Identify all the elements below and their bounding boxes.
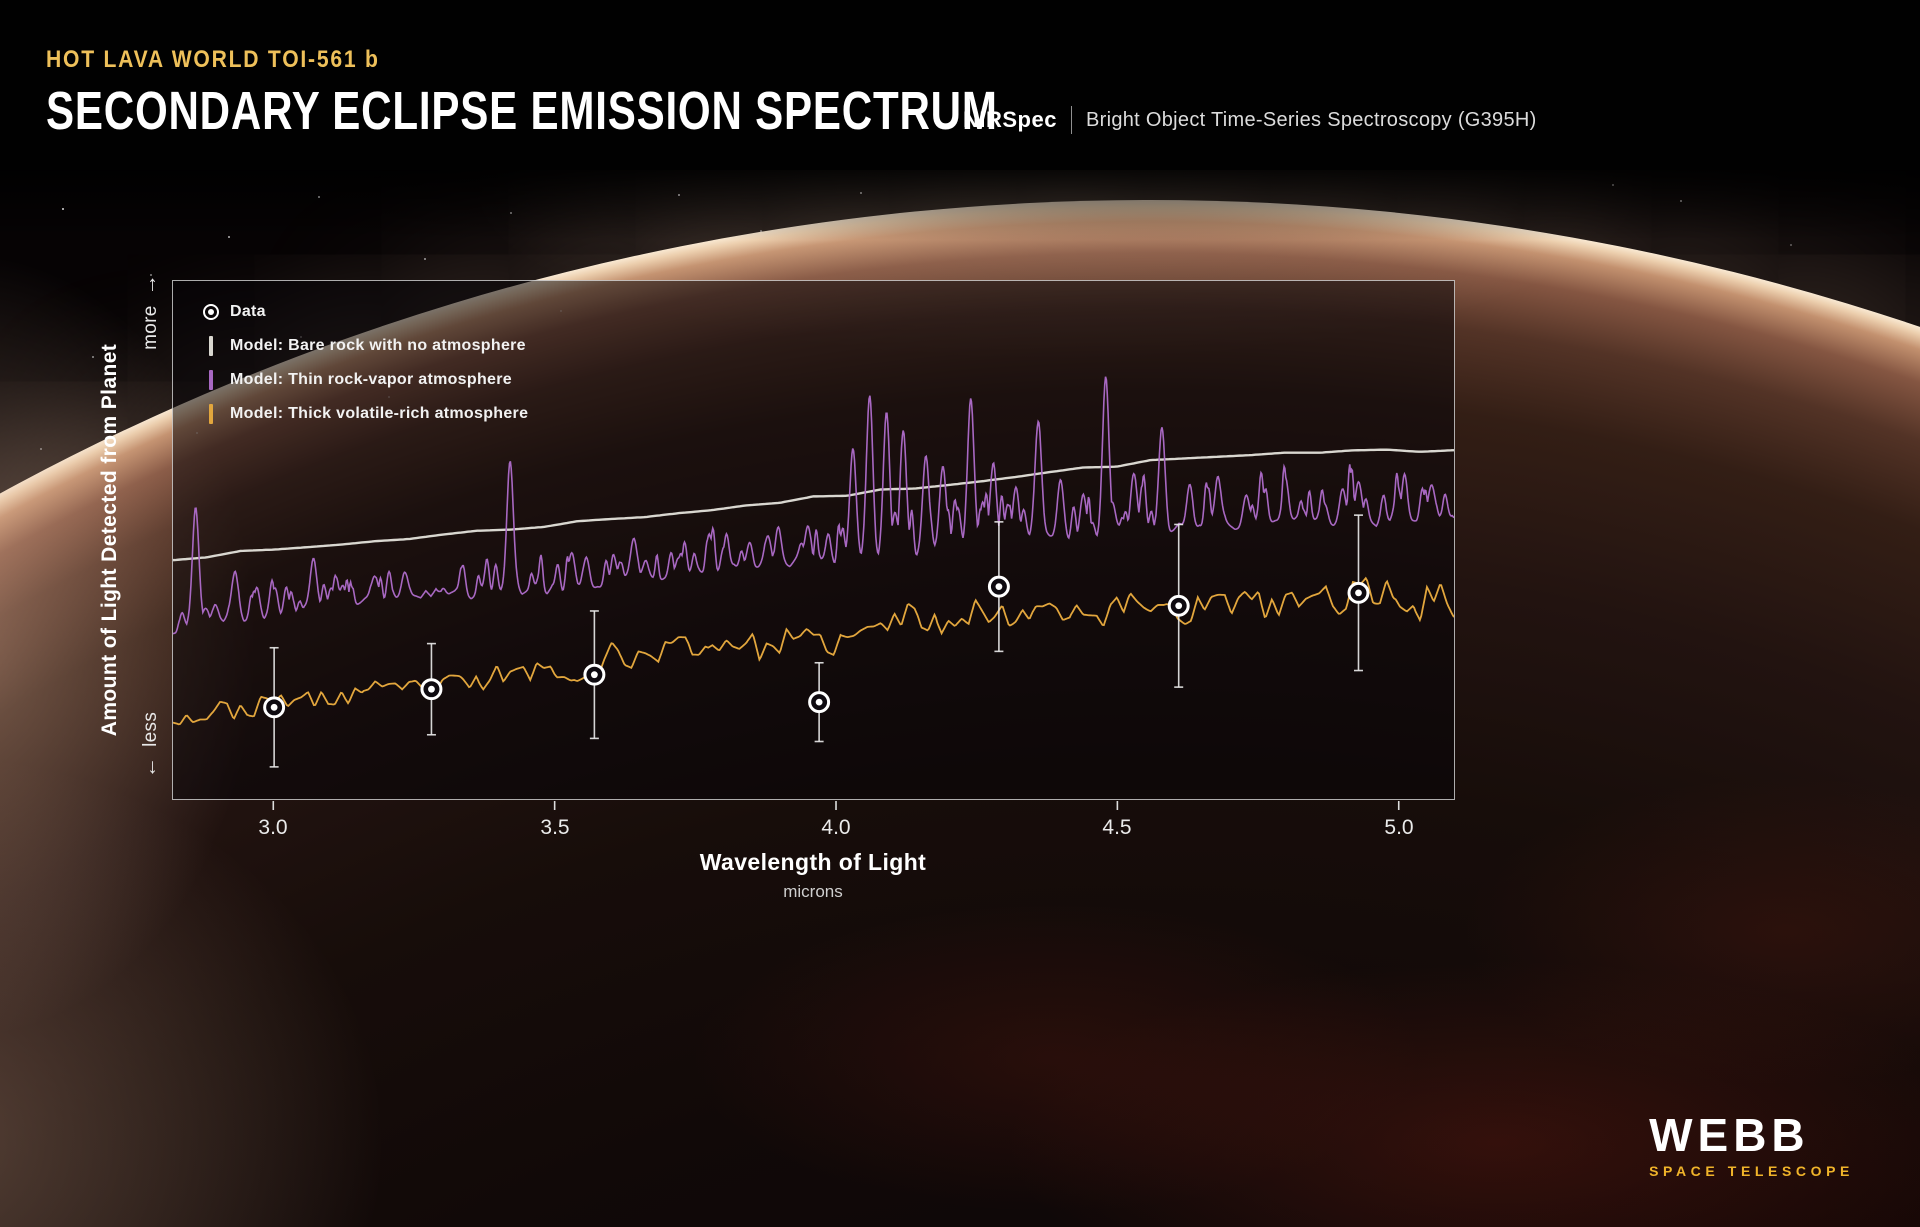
legend-label-bare-rock: Model: Bare rock with no atmosphere xyxy=(230,337,526,354)
rock-vapor-swatch-icon xyxy=(209,370,213,390)
header-divider xyxy=(1070,106,1072,134)
header-bar: HOT LAVA WORLD TOI-561 b SECONDARY ECLIP… xyxy=(0,0,1920,170)
chart-panel: Data Model: Bare rock with no atmosphere… xyxy=(172,280,1455,800)
instrument-mode: Bright Object Time-Series Spectroscopy (… xyxy=(1085,108,1537,131)
y-more-label: more xyxy=(140,305,161,350)
webb-logo: WEBB SPACE TELESCOPE xyxy=(1649,1112,1854,1179)
up-arrow-icon: → xyxy=(138,274,161,296)
bare-rock-line xyxy=(173,448,1454,562)
legend-label-rock-vapor: Model: Thin rock-vapor atmosphere xyxy=(230,371,512,388)
data-marker-icon xyxy=(203,304,219,320)
x-axis-title: Wavelength of Light xyxy=(699,849,927,875)
x-tick-label: 4.0 xyxy=(821,816,851,839)
instrument-info: NIRSpec Bright Object Time-Series Spectr… xyxy=(963,106,1537,134)
legend-item-bare-rock: Model: Bare rock with no atmosphere xyxy=(203,335,528,357)
down-arrow-icon: ← xyxy=(138,756,161,779)
kicker: HOT LAVA WORLD TOI-561 b xyxy=(46,46,380,73)
webb-wordmark: WEBB xyxy=(1649,1109,1810,1161)
y-axis-title: Amount of Light Detected from Planet xyxy=(98,343,121,737)
legend-label-data: Data xyxy=(230,303,266,320)
x-axis-unit: microns xyxy=(783,882,843,901)
bare-rock-swatch-icon xyxy=(209,336,213,356)
x-tick-label: 3.0 xyxy=(258,816,288,839)
y-axis-more: more → xyxy=(138,274,162,350)
x-tick-label: 5.0 xyxy=(1384,816,1414,839)
volatile-rich-swatch-icon xyxy=(209,404,213,424)
webb-subtitle: SPACE TELESCOPE xyxy=(1649,1163,1854,1179)
x-tick-label: 4.5 xyxy=(1102,816,1132,839)
x-axis-ticks xyxy=(272,801,1400,810)
planet-scene: Amount of Light Detected from Planet mor… xyxy=(0,170,1920,1227)
legend-item-rock-vapor: Model: Thin rock-vapor atmosphere xyxy=(203,369,528,391)
x-tick-label: 3.5 xyxy=(540,816,570,839)
y-axis-less: ← less xyxy=(138,712,162,778)
page-title: SECONDARY ECLIPSE EMISSION SPECTRUM xyxy=(46,81,998,141)
y-less-label: less xyxy=(140,711,161,747)
chart-legend: Data Model: Bare rock with no atmosphere… xyxy=(203,301,528,425)
legend-item-volatile-rich: Model: Thick volatile-rich atmosphere xyxy=(203,403,528,425)
legend-label-volatile-rich: Model: Thick volatile-rich atmosphere xyxy=(230,405,529,422)
instrument-name: NIRSpec xyxy=(963,107,1057,132)
data-points xyxy=(263,514,1370,768)
legend-item-data: Data xyxy=(203,301,528,323)
